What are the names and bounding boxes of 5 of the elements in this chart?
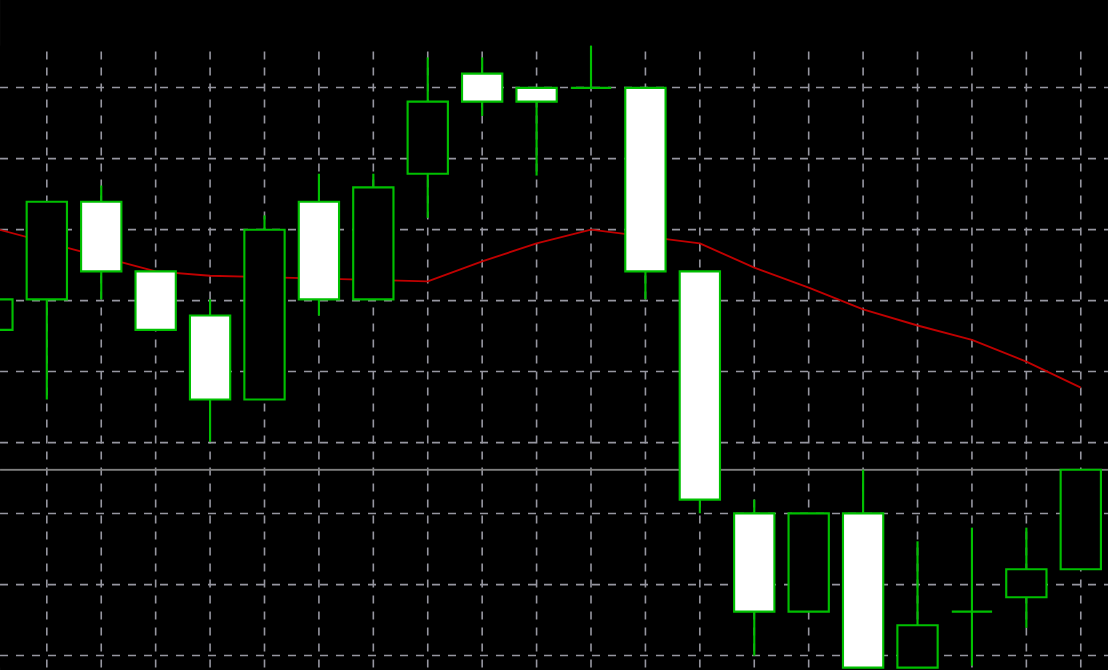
candlestick bbox=[569, 44, 613, 89]
candlestick bbox=[460, 56, 504, 117]
candlestick bbox=[950, 526, 994, 667]
candlestick bbox=[515, 86, 558, 177]
candlestick bbox=[1005, 526, 1048, 629]
